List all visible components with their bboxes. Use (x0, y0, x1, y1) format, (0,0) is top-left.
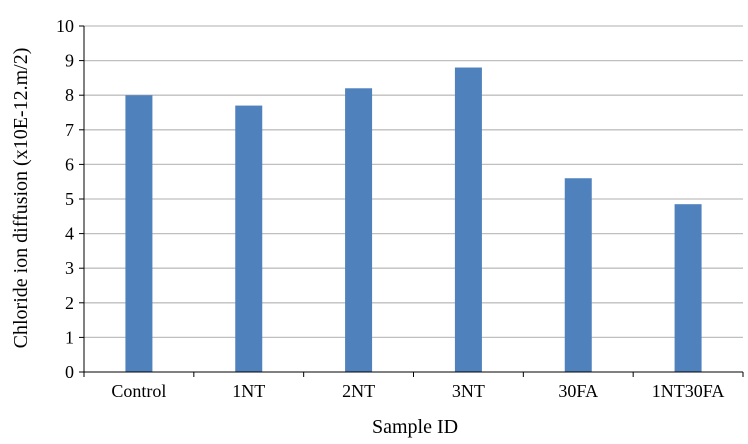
y-tick-label: 9 (65, 51, 74, 71)
y-tick-label: 6 (65, 154, 74, 174)
x-tick-label: 30FA (558, 381, 598, 401)
bar-control (125, 95, 153, 372)
y-tick-label: 0 (65, 362, 74, 382)
x-axis-title: Sample ID (372, 416, 458, 438)
bar-2nt (345, 88, 373, 372)
tick-labels: 0 1 2 3 4 5 6 7 8 9 10 Control 1NT 2NT 3NT 30FA 1NT30FA (56, 16, 724, 401)
y-tick-label: 7 (65, 120, 74, 140)
bar-30fa (564, 178, 592, 372)
x-tick-label: Control (111, 381, 166, 401)
x-tick-label: 2NT (342, 381, 375, 401)
y-tick-label: 10 (56, 16, 74, 36)
y-tick-label: 1 (65, 327, 74, 347)
y-tick-label: 8 (65, 85, 74, 105)
bar-1nt30fa (674, 204, 702, 372)
y-tick-label: 4 (65, 224, 74, 244)
bar-1nt (235, 105, 263, 372)
y-tick-label: 2 (65, 293, 74, 313)
x-tick-label: 1NT30FA (652, 381, 725, 401)
bars (125, 67, 702, 373)
y-tick-label: 3 (65, 258, 74, 278)
x-tick-label: 1NT (232, 381, 265, 401)
x-tick-label: 3NT (452, 381, 485, 401)
y-tick-label: 5 (65, 189, 74, 209)
axes (79, 25, 744, 377)
bar-3nt (454, 67, 482, 373)
y-axis-title: Chloride ion diffusion (x10E-12.m/2) (10, 48, 32, 349)
gridlines (84, 25, 743, 339)
